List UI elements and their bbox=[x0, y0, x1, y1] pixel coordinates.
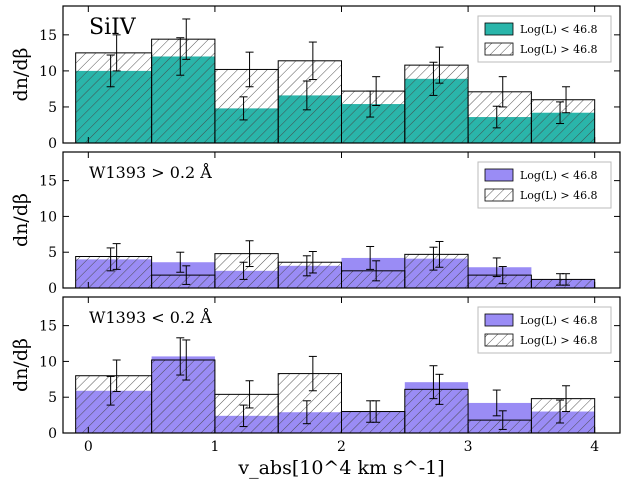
bar-hatched bbox=[214, 68, 279, 144]
bar-hatched bbox=[75, 256, 153, 289]
legend-label-filled: Log(L) < 46.8 bbox=[520, 169, 598, 182]
legend-swatch-hatched bbox=[484, 42, 514, 56]
y-tick-label: 0 bbox=[48, 136, 57, 152]
legend-w-greater: Log(L) < 46.8 Log(L) > 46.8 bbox=[477, 161, 612, 209]
y-tick-label: 0 bbox=[48, 281, 57, 297]
bar-hatched bbox=[404, 64, 469, 144]
bar-hatched bbox=[530, 398, 596, 434]
bar-hatched bbox=[75, 52, 153, 144]
bar-hatched bbox=[151, 359, 216, 434]
bar-hatched bbox=[151, 274, 216, 289]
y-tick-label: 5 bbox=[48, 100, 57, 116]
y-axis-label: dn/dβ bbox=[10, 48, 32, 102]
bar-hatched bbox=[277, 60, 343, 144]
y-tick-label: 10 bbox=[39, 354, 57, 370]
bar-hatched bbox=[214, 253, 279, 289]
legend-swatch-filled bbox=[484, 313, 514, 327]
panel-siiv: 0 5 10 15 dn/dβ SiIV Log(L) < 46.8 Log(L) >… bbox=[10, 5, 621, 152]
y-ticks-w-greater: 0 5 10 15 bbox=[39, 174, 620, 297]
panel-w-greater: 0 5 10 15 dn/dβ W1393 > 0.2 Å Log(L) < 46.8… bbox=[10, 151, 621, 297]
legend-label-filled: Log(L) < 46.8 bbox=[520, 23, 598, 36]
x-tick-label: 4 bbox=[590, 439, 599, 455]
bar-hatched bbox=[467, 274, 532, 289]
y-tick-label: 5 bbox=[48, 245, 57, 261]
y-tick-label: 5 bbox=[48, 390, 57, 406]
panel-annotation: SiIV bbox=[89, 15, 137, 40]
y-tick-label: 15 bbox=[39, 28, 57, 44]
bar-hatched bbox=[214, 393, 279, 434]
legend-siiv: Log(L) < 46.8 Log(L) > 46.8 bbox=[477, 15, 612, 63]
error-bars-siiv bbox=[106, 18, 571, 129]
x-tick-label: 1 bbox=[210, 439, 219, 455]
x-axis-label: v_abs[10^4 km s^-1] bbox=[237, 457, 444, 479]
hatched-bars-siiv bbox=[75, 38, 596, 144]
bar-hatched bbox=[75, 375, 153, 434]
legend-swatch-filled bbox=[484, 168, 514, 182]
legend-swatch-hatched bbox=[484, 188, 514, 202]
bar-hatched bbox=[467, 419, 532, 434]
bar-hatched bbox=[467, 91, 532, 144]
error-bars-w-greater bbox=[106, 240, 571, 286]
legend-label-hatched: Log(L) > 46.8 bbox=[520, 43, 598, 56]
y-tick-label: 10 bbox=[39, 209, 57, 225]
legend-swatch-filled bbox=[484, 22, 514, 36]
legend-w-less: Log(L) < 46.8 Log(L) > 46.8 bbox=[477, 306, 612, 354]
bar-hatched bbox=[277, 261, 343, 289]
y-tick-label: 10 bbox=[39, 64, 57, 80]
y-tick-label: 15 bbox=[39, 319, 57, 335]
panel-w-less: 0 5 10 15 0 1 2 3 4 dn/dβ W1393 < 0.2 Å v_abs[1… bbox=[10, 296, 621, 479]
x-tick-label: 3 bbox=[464, 439, 473, 455]
legend-label-hatched: Log(L) > 46.8 bbox=[520, 334, 598, 347]
y-ticks-siiv: 0 5 10 15 bbox=[39, 28, 620, 152]
x-tick-label: 2 bbox=[337, 439, 346, 455]
error-bars-w-less bbox=[106, 337, 571, 430]
hatched-bars-w-less bbox=[75, 359, 596, 434]
panel-annotation: W1393 < 0.2 Å bbox=[89, 307, 212, 327]
panel-annotation: W1393 > 0.2 Å bbox=[89, 162, 212, 182]
legend-swatch-hatched bbox=[484, 333, 514, 347]
x-tick-label: 0 bbox=[84, 439, 93, 455]
x-ticks: 0 1 2 3 4 bbox=[84, 439, 599, 455]
y-tick-label: 15 bbox=[39, 174, 57, 190]
bar-hatched bbox=[530, 99, 596, 144]
y-ticks-w-less: 0 5 10 15 bbox=[39, 319, 620, 442]
bar-hatched bbox=[341, 270, 406, 289]
bar-hatched bbox=[404, 388, 469, 434]
bar-hatched bbox=[404, 253, 469, 289]
y-axis-label: dn/dβ bbox=[10, 338, 32, 392]
y-axis-label: dn/dβ bbox=[10, 193, 32, 247]
bar-hatched bbox=[530, 278, 596, 289]
bar-hatched bbox=[277, 373, 343, 434]
legend-label-hatched: Log(L) > 46.8 bbox=[520, 189, 598, 202]
legend-label-filled: Log(L) < 46.8 bbox=[520, 314, 598, 327]
y-tick-label: 0 bbox=[48, 426, 57, 442]
bar-hatched bbox=[151, 38, 216, 144]
